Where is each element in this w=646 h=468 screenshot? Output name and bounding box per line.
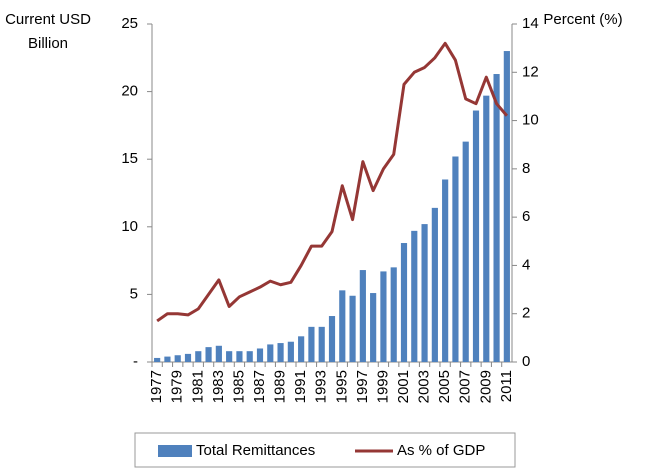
x-tick-label: 2003 bbox=[416, 370, 433, 403]
bar bbox=[390, 267, 397, 362]
bar bbox=[174, 355, 181, 362]
bar bbox=[215, 345, 222, 362]
bar bbox=[256, 348, 264, 362]
bar bbox=[298, 336, 305, 362]
y-tick-label: 10 bbox=[121, 218, 138, 235]
y-tick-label: 5 bbox=[130, 285, 138, 302]
bar bbox=[472, 110, 480, 362]
bar bbox=[195, 351, 202, 362]
bar bbox=[267, 344, 274, 362]
x-tick-label: 2009 bbox=[477, 370, 494, 403]
y2-tick-label: 14 bbox=[522, 15, 539, 32]
bar bbox=[246, 351, 253, 362]
y-tick-label: 25 bbox=[121, 15, 138, 32]
bar bbox=[503, 51, 510, 362]
legend-swatch bbox=[158, 445, 192, 457]
bar bbox=[431, 207, 438, 362]
y2-tick-label: 4 bbox=[522, 256, 530, 273]
bar bbox=[236, 351, 243, 362]
bar bbox=[462, 141, 469, 362]
x-tick-label: 1985 bbox=[230, 370, 247, 403]
y2-tick-label: 10 bbox=[522, 112, 539, 129]
bar bbox=[349, 295, 356, 362]
y2-tick-label: 6 bbox=[522, 208, 530, 225]
x-tick-label: 2007 bbox=[457, 370, 474, 403]
y-tick-label: 20 bbox=[121, 83, 138, 100]
y-tick-label: 15 bbox=[121, 150, 138, 167]
legend-label: As % of GDP bbox=[397, 442, 485, 459]
bar bbox=[308, 326, 315, 362]
x-tick-label: 1991 bbox=[292, 370, 309, 403]
bar bbox=[328, 316, 336, 362]
x-tick-label: 2011 bbox=[498, 370, 515, 402]
bar bbox=[411, 230, 418, 362]
bar bbox=[493, 74, 500, 363]
legend-label: Total Remittances bbox=[196, 442, 315, 459]
y2-tick-label: 0 bbox=[522, 353, 530, 370]
y2-tick-label: 8 bbox=[522, 160, 530, 177]
x-tick-label: 1995 bbox=[333, 370, 350, 403]
bar bbox=[370, 293, 377, 362]
x-tick-label: 1999 bbox=[374, 370, 391, 403]
bar bbox=[442, 179, 449, 362]
bar bbox=[154, 357, 161, 362]
x-tick-label: 1979 bbox=[169, 370, 186, 403]
bar bbox=[400, 243, 408, 362]
x-tick-label: 1987 bbox=[251, 370, 268, 403]
bar bbox=[184, 353, 192, 362]
y-axis-label: Billion bbox=[28, 35, 68, 52]
bar bbox=[339, 290, 346, 362]
x-tick-label: 1989 bbox=[272, 370, 289, 403]
line bbox=[156, 41, 508, 323]
x-tick-label: 2001 bbox=[395, 370, 412, 403]
bar bbox=[277, 343, 284, 362]
x-tick-label: 1993 bbox=[313, 370, 330, 403]
bar bbox=[318, 326, 325, 362]
bar bbox=[226, 351, 233, 362]
bar bbox=[421, 224, 428, 362]
bar bbox=[483, 95, 490, 362]
bar bbox=[452, 156, 459, 362]
x-tick-label: 2005 bbox=[436, 370, 453, 403]
bar bbox=[205, 347, 212, 362]
y-tick-label: - bbox=[133, 353, 138, 370]
x-tick-label: 1981 bbox=[189, 370, 206, 403]
bar bbox=[164, 356, 171, 362]
legend-box bbox=[134, 432, 516, 468]
y-axis-label: Current USD bbox=[5, 11, 91, 28]
y2-axis-label: Percent (%) bbox=[543, 11, 622, 28]
x-tick-label: 1983 bbox=[210, 370, 227, 403]
x-tick-label: 1977 bbox=[148, 370, 165, 403]
bar bbox=[287, 341, 294, 362]
y2-tick-label: 2 bbox=[522, 305, 530, 322]
x-tick-label: 1997 bbox=[354, 370, 371, 403]
y2-tick-label: 12 bbox=[522, 63, 539, 80]
bar bbox=[380, 271, 387, 362]
bar bbox=[359, 270, 366, 362]
